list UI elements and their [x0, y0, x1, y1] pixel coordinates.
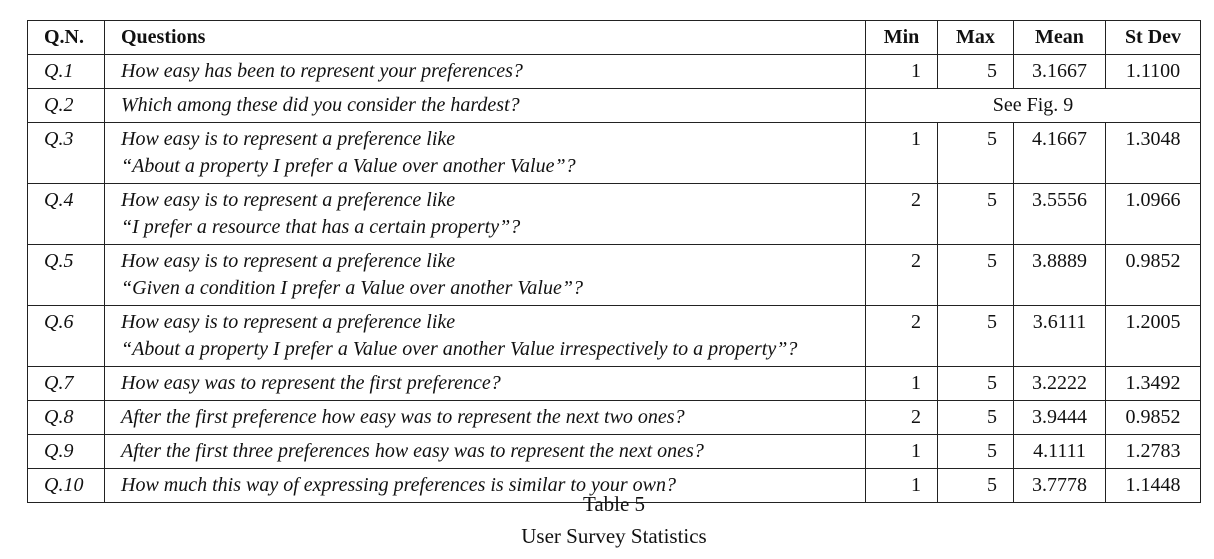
stat-stdev: 1.2783 — [1105, 434, 1201, 469]
table-row: Q.6 How easy is to represent a preference… — [27, 305, 1201, 367]
table-row: Q.7 How easy was to represent the first p… — [27, 366, 1201, 401]
stat-min: 1 — [865, 366, 938, 401]
question-number: Q.1 — [27, 54, 105, 89]
stat-max: 5 — [937, 122, 1014, 184]
stat-max: 5 — [937, 244, 1014, 306]
table-row: Q.2 Which among these did you consider th… — [27, 88, 1201, 123]
stat-stdev: 1.1448 — [1105, 468, 1201, 503]
header-max: Max — [937, 20, 1014, 55]
question-number: Q.8 — [27, 400, 105, 435]
header-questions: Questions — [104, 20, 866, 55]
stat-max: 5 — [937, 366, 1014, 401]
table-row: Q.10 How much this way of expressing pref… — [27, 468, 1201, 503]
question-line-2: “Given a condition I prefer a Value over… — [121, 277, 583, 299]
stat-mean: 4.1111 — [1013, 434, 1106, 469]
stat-stdev: 1.1100 — [1105, 54, 1201, 89]
stat-max: 5 — [937, 468, 1014, 503]
question-number: Q.5 — [27, 244, 105, 306]
stat-stdev: 0.9852 — [1105, 244, 1201, 306]
stat-min: 2 — [865, 183, 938, 245]
question-line-1: Which among these did you consider the h… — [121, 94, 520, 116]
question-number: Q.4 — [27, 183, 105, 245]
question-line-1: How easy is to represent a preference li… — [121, 311, 456, 333]
stat-min: 2 — [865, 305, 938, 367]
question-line-2: “I prefer a resource that has a certain … — [121, 216, 521, 238]
stat-max: 5 — [937, 434, 1014, 469]
table-row: Q.8 After the first preference how easy w… — [27, 400, 1201, 435]
question-text: After the first three preferences how ea… — [104, 434, 866, 469]
stat-min: 2 — [865, 400, 938, 435]
stat-mean: 3.6111 — [1013, 305, 1106, 367]
question-line-1: How easy has been to represent your pref… — [121, 60, 523, 82]
question-text: After the first preference how easy was … — [104, 400, 866, 435]
stat-max: 5 — [937, 54, 1014, 89]
stat-mean: 3.7778 — [1013, 468, 1106, 503]
stat-mean: 3.8889 — [1013, 244, 1106, 306]
question-line-1: How easy is to represent a preference li… — [121, 189, 456, 211]
question-text: How easy is to represent a preference li… — [104, 183, 866, 245]
table-caption: Table 5 User Survey Statistics — [0, 488, 1214, 552]
stat-stdev: 1.0966 — [1105, 183, 1201, 245]
stat-stdev: 1.3048 — [1105, 122, 1201, 184]
stat-mean: 3.2222 — [1013, 366, 1106, 401]
question-text: Which among these did you consider the h… — [104, 88, 866, 123]
question-number: Q.3 — [27, 122, 105, 184]
stat-mean: 4.1667 — [1013, 122, 1106, 184]
question-text: How easy is to represent a preference li… — [104, 244, 866, 306]
stat-mean: 3.5556 — [1013, 183, 1106, 245]
question-text: How easy is to represent a preference li… — [104, 305, 866, 367]
stat-min: 1 — [865, 434, 938, 469]
stat-mean: 3.9444 — [1013, 400, 1106, 435]
header-mean: Mean — [1013, 20, 1106, 55]
stat-stdev: 1.2005 — [1105, 305, 1201, 367]
question-number: Q.10 — [27, 468, 105, 503]
stat-max: 5 — [937, 183, 1014, 245]
stat-mean: 3.1667 — [1013, 54, 1106, 89]
stat-stdev: 0.9852 — [1105, 400, 1201, 435]
stat-min: 1 — [865, 122, 938, 184]
stat-max: 5 — [937, 400, 1014, 435]
question-number: Q.2 — [27, 88, 105, 123]
question-line-1: How easy is to represent a preference li… — [121, 250, 456, 272]
stat-max: 5 — [937, 305, 1014, 367]
question-text: How easy is to represent a preference li… — [104, 122, 866, 184]
table-caption-label: Table 5 — [582, 492, 646, 516]
table-header-row: Q.N. Questions Min Max Mean St Dev — [27, 20, 1201, 55]
table-row: Q.4 How easy is to represent a preference… — [27, 183, 1201, 245]
question-text: How easy has been to represent your pref… — [104, 54, 866, 89]
question-line-1: After the first three preferences how ea… — [121, 440, 704, 462]
table-row: Q.1 How easy has been to represent your p… — [27, 54, 1201, 89]
question-text: How much this way of expressing preferen… — [104, 468, 866, 503]
question-number: Q.7 — [27, 366, 105, 401]
table-row: Q.5 How easy is to represent a preference… — [27, 244, 1201, 306]
question-number: Q.9 — [27, 434, 105, 469]
merged-stats-cell: See Fig. 9 — [865, 88, 1201, 123]
question-line-1: How easy is to represent a preference li… — [121, 128, 456, 150]
stat-min: 2 — [865, 244, 938, 306]
table-caption-title: User Survey Statistics — [521, 524, 707, 548]
stat-stdev: 1.3492 — [1105, 366, 1201, 401]
question-number: Q.6 — [27, 305, 105, 367]
table-row: Q.9 After the first three preferences how… — [27, 434, 1201, 469]
question-text: How easy was to represent the first pref… — [104, 366, 866, 401]
header-qn: Q.N. — [27, 20, 105, 55]
header-stdev: St Dev — [1105, 20, 1201, 55]
stat-min: 1 — [865, 54, 938, 89]
question-line-2: “About a property I prefer a Value over … — [121, 338, 798, 360]
table-row: Q.3 How easy is to represent a preference… — [27, 122, 1201, 184]
table-body: Q.1 How easy has been to represent your p… — [27, 54, 1201, 503]
question-line-2: “About a property I prefer a Value over … — [121, 155, 576, 177]
survey-statistics-table: Q.N. Questions Min Max Mean St Dev Q.1 Ho… — [27, 20, 1201, 503]
header-min: Min — [865, 20, 938, 55]
question-line-1: How easy was to represent the first pref… — [121, 372, 501, 394]
question-line-1: How much this way of expressing preferen… — [121, 474, 676, 496]
question-line-1: After the first preference how easy was … — [121, 406, 685, 428]
